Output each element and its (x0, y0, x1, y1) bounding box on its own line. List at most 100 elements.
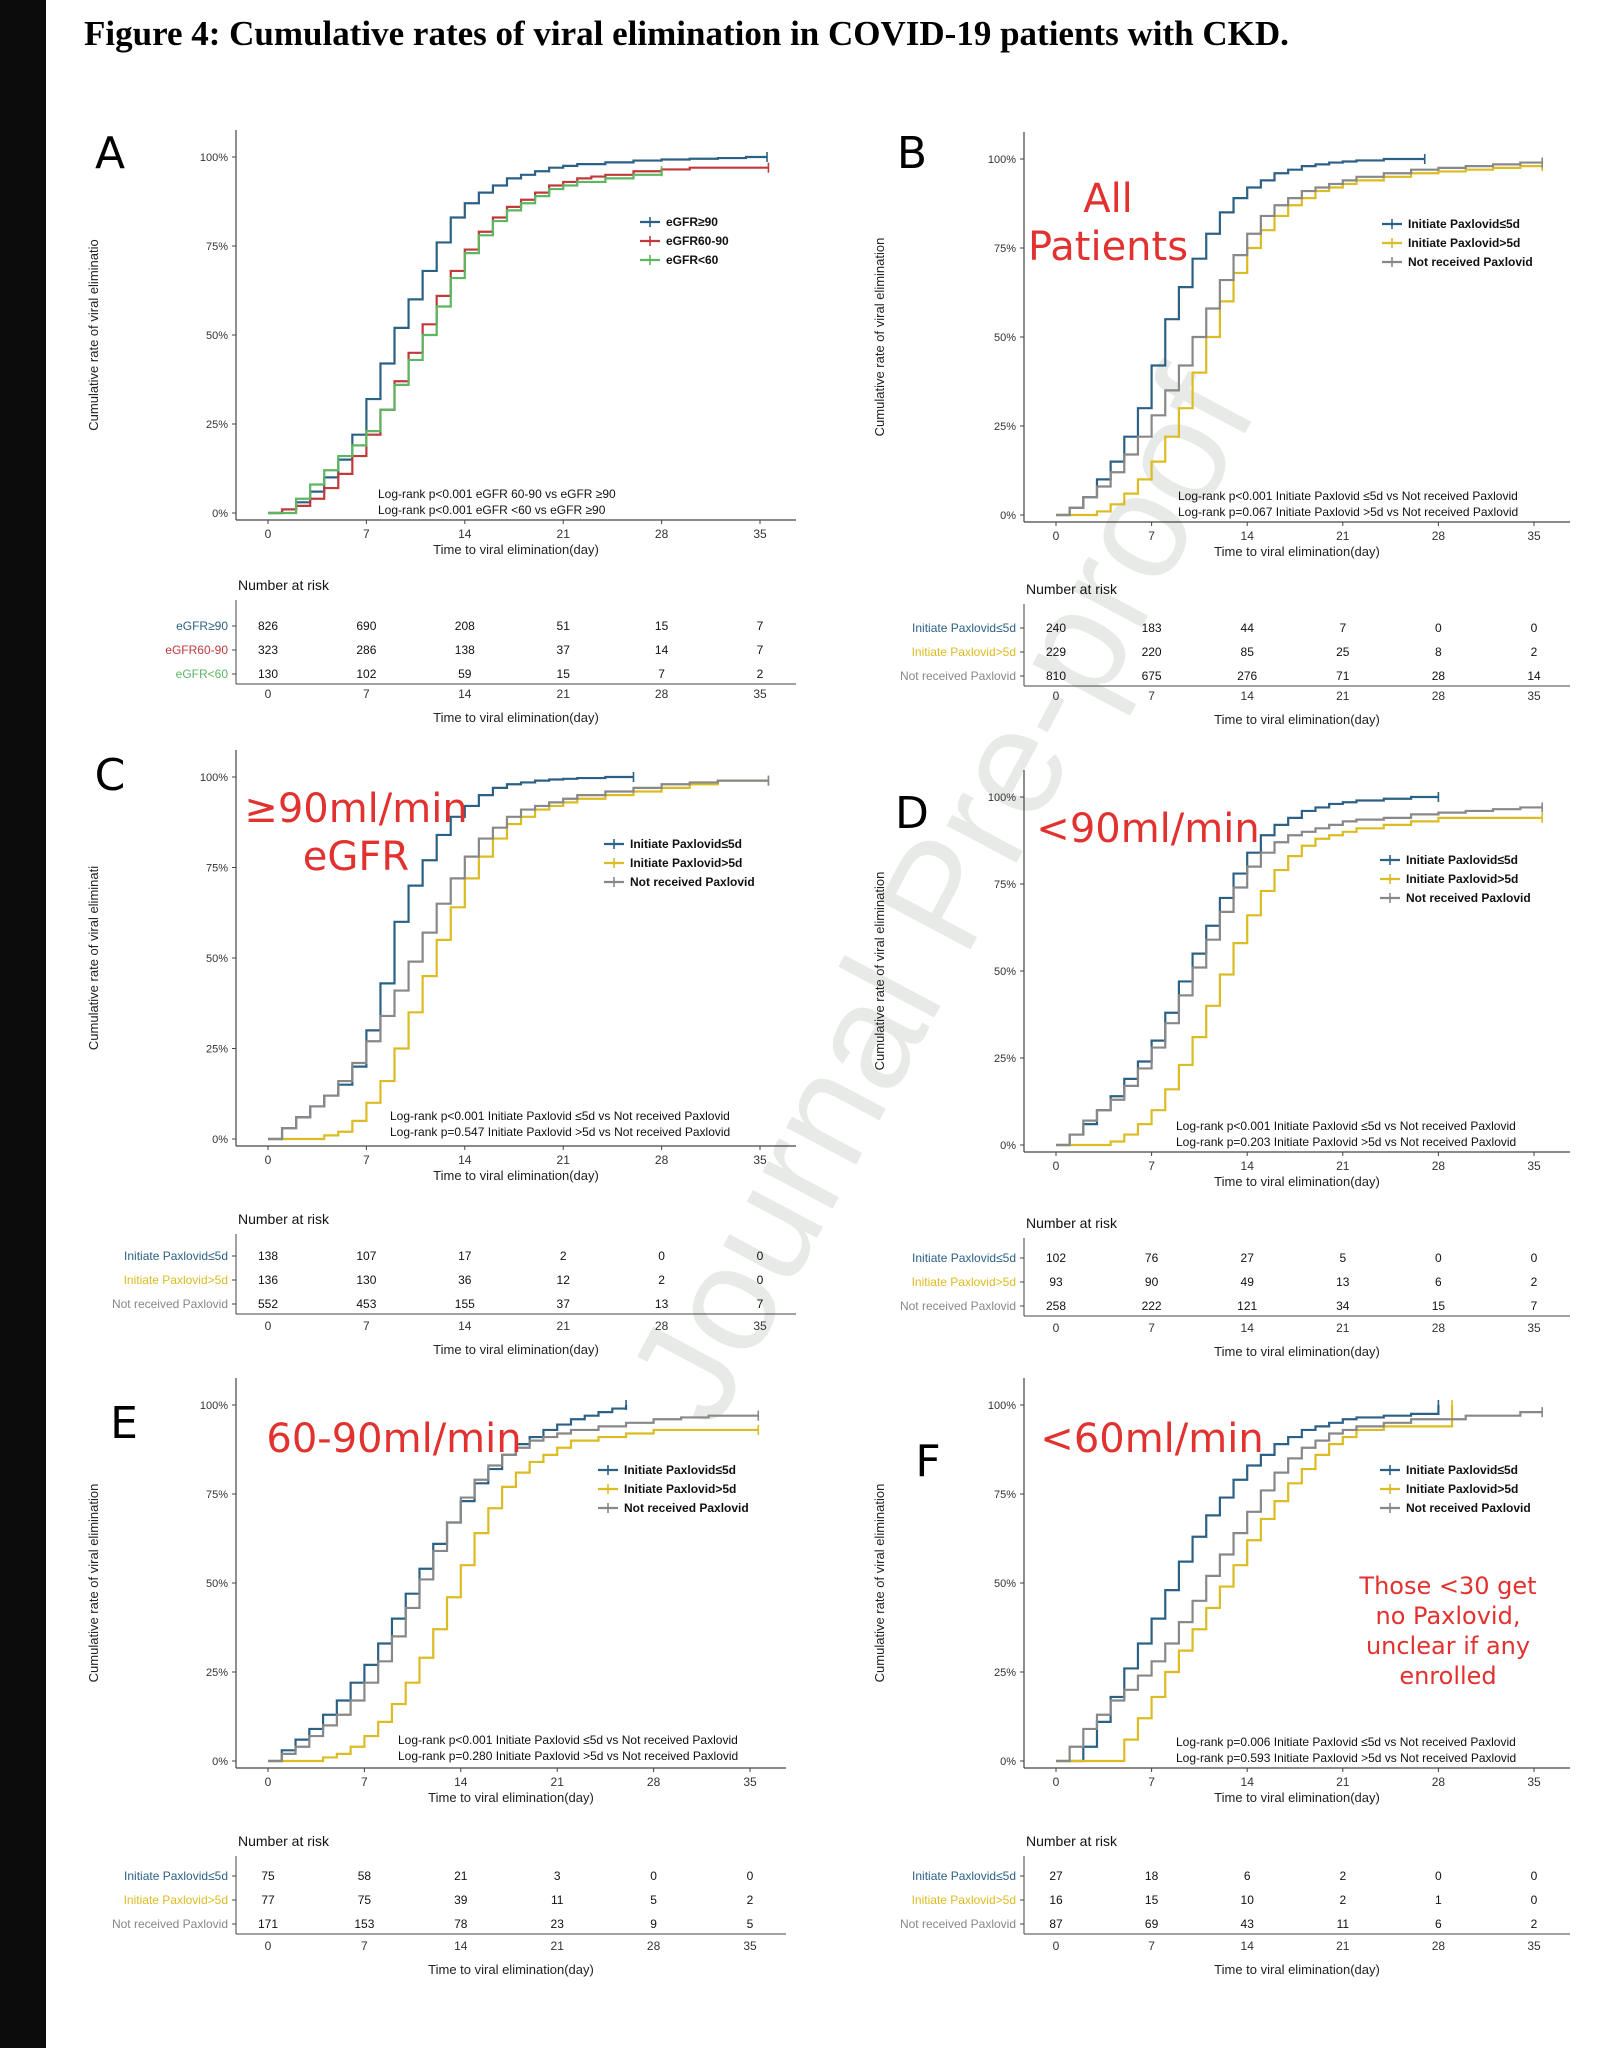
risk-x-tick-label: 7 (361, 1939, 368, 1953)
y-tick-label: 0% (212, 1134, 228, 1146)
risk-value: 286 (356, 643, 376, 657)
x-tick-label: 14 (458, 527, 472, 541)
x-tick-label: 21 (557, 527, 571, 541)
risk-x-tick-label: 35 (1527, 1939, 1541, 1953)
risk-x-tick-label: 14 (458, 1319, 472, 1333)
risk-row-label: Initiate Paxlovid≤5d (912, 1251, 1016, 1265)
risk-value: 14 (655, 643, 669, 657)
risk-value: 5 (1339, 1251, 1346, 1265)
km-curve-1 (1056, 816, 1543, 1147)
risk-row-label: eGFR≥90 (176, 619, 228, 633)
risk-value: 102 (1046, 1251, 1066, 1265)
km-curve-2 (1056, 1411, 1543, 1763)
y-tick-label: 75% (206, 863, 228, 875)
risk-value: 25 (1336, 645, 1350, 659)
risk-row-label: Initiate Paxlovid>5d (124, 1893, 228, 1907)
risk-value: 130 (258, 667, 278, 681)
risk-value: 21 (454, 1869, 468, 1883)
legend-label: eGFR60-90 (666, 234, 729, 248)
risk-value: 15 (1145, 1893, 1159, 1907)
x-tick-label: 35 (743, 1775, 757, 1789)
risk-value: 675 (1142, 669, 1162, 683)
risk-x-tick-label: 21 (1336, 1321, 1350, 1335)
handwritten-annotation: <60ml/min (1040, 1416, 1263, 1462)
risk-value: 7 (757, 643, 764, 657)
risk-x-tick-label: 0 (1053, 1321, 1060, 1335)
risk-row-label: Not received Paxlovid (900, 1917, 1016, 1931)
risk-x-tick-label: 7 (363, 687, 370, 701)
risk-row-label: eGFR<60 (176, 667, 229, 681)
risk-value: 5 (747, 1917, 754, 1931)
x-axis-title: Time to viral elimination(day) (1214, 1174, 1380, 1189)
risk-row-label: Not received Paxlovid (112, 1297, 228, 1311)
risk-value: 1 (1435, 1893, 1442, 1907)
left-margin-bar (0, 0, 46, 2048)
x-axis-title: Time to viral elimination(day) (1214, 1790, 1380, 1805)
risk-x-tick-label: 28 (655, 687, 669, 701)
x-tick-label: 28 (647, 1775, 661, 1789)
risk-value: 258 (1046, 1299, 1066, 1313)
risk-table-heading: Number at risk (1026, 1833, 1118, 1849)
km-curve-2 (1056, 806, 1543, 1147)
handwritten-annotation: ≥90ml/min (244, 786, 467, 832)
y-tick-label: 75% (994, 879, 1016, 891)
risk-value: 138 (455, 643, 475, 657)
legend-label: Initiate Paxlovid≤5d (624, 1463, 736, 1477)
legend-label: Not received Paxlovid (1406, 1501, 1531, 1515)
risk-value: 75 (261, 1869, 275, 1883)
risk-value: 13 (655, 1297, 669, 1311)
risk-x-axis-title: Time to viral elimination(day) (433, 1342, 599, 1357)
x-tick-label: 7 (1148, 1159, 1155, 1173)
handwritten-note: enrolled (1399, 1662, 1496, 1690)
km-panel-d: D 0% 25% 50% 75% 100% 0 7 14 21 28 35 Time to viral … (872, 770, 1570, 1359)
risk-value: 2 (1531, 1275, 1538, 1289)
risk-value: 93 (1049, 1275, 1063, 1289)
logrank-stat: Log-rank p=0.203 Initiate Paxlovid >5d v… (1176, 1135, 1516, 1149)
handwritten-annotation: <90ml/min (1036, 806, 1259, 852)
risk-value: 49 (1241, 1275, 1255, 1289)
x-tick-label: 28 (655, 527, 669, 541)
risk-x-tick-label: 35 (753, 687, 767, 701)
risk-x-tick-label: 7 (1148, 1321, 1155, 1335)
legend-label: Not received Paxlovid (624, 1501, 749, 1515)
risk-value: 0 (658, 1249, 665, 1263)
risk-x-tick-label: 21 (557, 1319, 571, 1333)
legend-label: Initiate Paxlovid>5d (630, 856, 742, 870)
legend-label: Initiate Paxlovid>5d (1406, 1482, 1518, 1496)
handwritten-annotation: 60-90ml/min (266, 1416, 521, 1462)
x-tick-label: 35 (1527, 1775, 1541, 1789)
y-tick-label: 75% (206, 1489, 228, 1501)
risk-value: 0 (747, 1869, 754, 1883)
y-tick-label: 75% (206, 241, 228, 253)
risk-value: 9 (650, 1917, 657, 1931)
x-tick-label: 14 (1241, 529, 1255, 543)
km-panel-a: A 0% 25% 50% 75% 100% 0 7 14 21 28 35 Time to viral … (86, 128, 796, 725)
km-curve-1 (268, 1428, 759, 1763)
risk-x-tick-label: 21 (1336, 1939, 1350, 1953)
km-curve-0 (1056, 1405, 1440, 1763)
risk-value: 220 (1142, 645, 1162, 659)
x-tick-label: 0 (265, 1153, 272, 1167)
x-tick-label: 0 (1053, 529, 1060, 543)
risk-x-tick-label: 14 (454, 1939, 468, 1953)
y-tick-label: 100% (988, 154, 1016, 166)
risk-row-label: Initiate Paxlovid≤5d (124, 1869, 228, 1883)
risk-x-axis-title: Time to viral elimination(day) (428, 1962, 594, 1977)
y-tick-label: 0% (1000, 1140, 1016, 1152)
x-tick-label: 7 (361, 1775, 368, 1789)
y-tick-label: 100% (200, 772, 228, 784)
risk-value: 27 (1241, 1251, 1255, 1265)
handwritten-annotation: eGFR (303, 834, 409, 880)
y-tick-label: 50% (206, 1578, 228, 1590)
y-tick-label: 50% (206, 953, 228, 965)
logrank-stat: Log-rank p<0.001 Initiate Paxlovid ≤5d v… (398, 1733, 738, 1747)
risk-value: 37 (557, 643, 571, 657)
risk-value: 7 (1339, 621, 1346, 635)
risk-value: 138 (258, 1249, 278, 1263)
risk-value: 6 (1435, 1275, 1442, 1289)
risk-x-tick-label: 21 (557, 687, 571, 701)
risk-value: 16 (1049, 1893, 1063, 1907)
risk-x-tick-label: 28 (647, 1939, 661, 1953)
x-axis-title: Time to viral elimination(day) (1214, 544, 1380, 559)
x-tick-label: 28 (1432, 1775, 1446, 1789)
